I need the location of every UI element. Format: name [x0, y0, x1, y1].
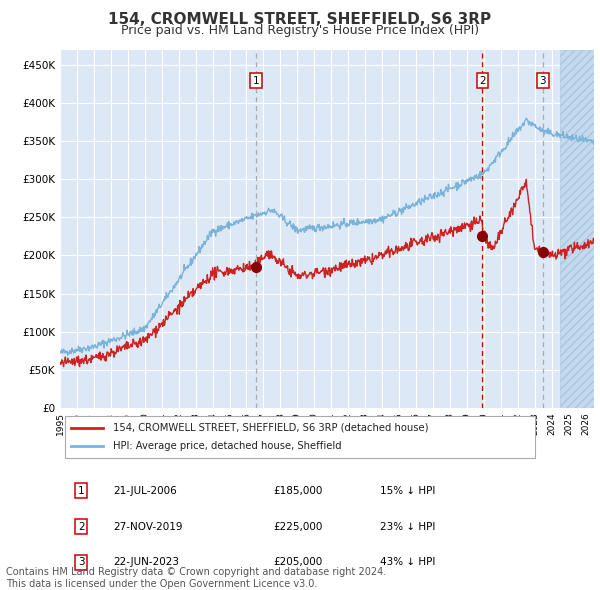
- Text: 21-JUL-2006: 21-JUL-2006: [113, 486, 177, 496]
- Text: 23% ↓ HPI: 23% ↓ HPI: [380, 522, 436, 532]
- Bar: [560, 50, 594, 408]
- Text: 15% ↓ HPI: 15% ↓ HPI: [380, 486, 436, 496]
- Text: 154, CROMWELL STREET, SHEFFIELD, S6 3RP: 154, CROMWELL STREET, SHEFFIELD, S6 3RP: [109, 12, 491, 27]
- Text: Contains HM Land Registry data © Crown copyright and database right 2024.
This d: Contains HM Land Registry data © Crown c…: [6, 567, 386, 589]
- Text: 43% ↓ HPI: 43% ↓ HPI: [380, 557, 436, 567]
- Text: 22-JUN-2023: 22-JUN-2023: [113, 557, 179, 567]
- Text: 3: 3: [78, 557, 85, 567]
- Text: 2: 2: [78, 522, 85, 532]
- Text: 27-NOV-2019: 27-NOV-2019: [113, 522, 183, 532]
- Text: 1: 1: [78, 486, 85, 496]
- Text: 154, CROMWELL STREET, SHEFFIELD, S6 3RP (detached house): 154, CROMWELL STREET, SHEFFIELD, S6 3RP …: [113, 423, 429, 433]
- Text: £205,000: £205,000: [274, 557, 323, 567]
- Text: £185,000: £185,000: [274, 486, 323, 496]
- FancyBboxPatch shape: [65, 416, 535, 458]
- Text: £225,000: £225,000: [274, 522, 323, 532]
- Text: Price paid vs. HM Land Registry's House Price Index (HPI): Price paid vs. HM Land Registry's House …: [121, 24, 479, 37]
- Text: 1: 1: [253, 76, 259, 86]
- Text: HPI: Average price, detached house, Sheffield: HPI: Average price, detached house, Shef…: [113, 441, 342, 451]
- Text: 3: 3: [539, 76, 546, 86]
- Text: 2: 2: [479, 76, 486, 86]
